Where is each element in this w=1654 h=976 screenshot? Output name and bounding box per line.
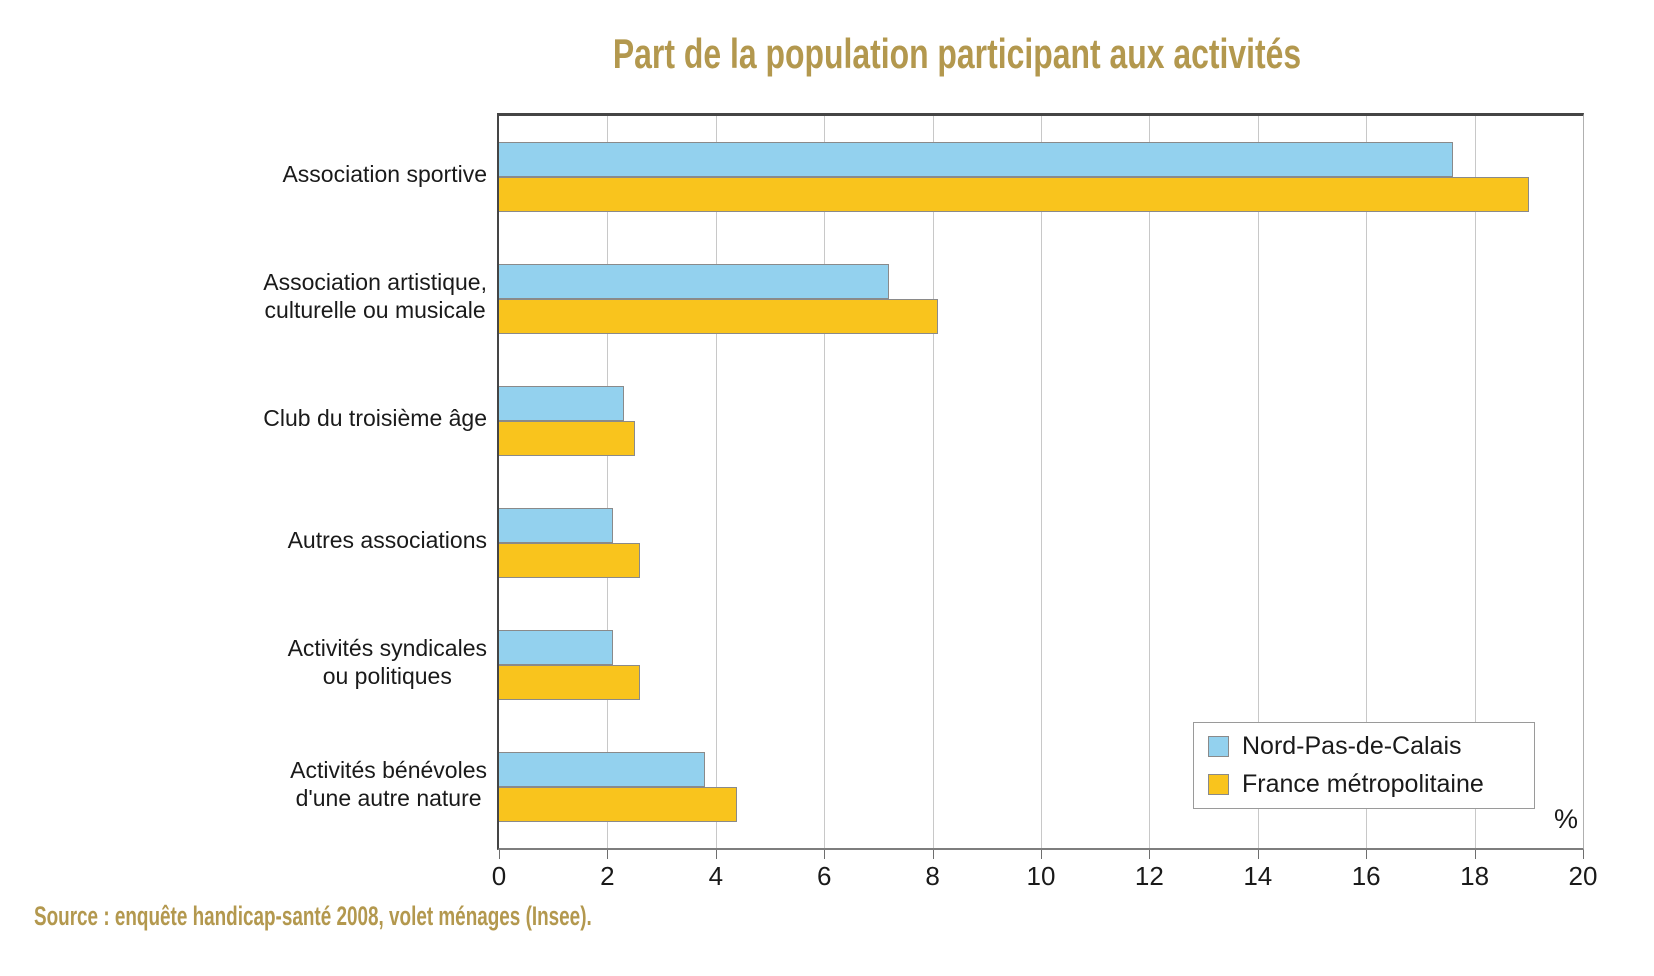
bar-france-m-tropolitaine — [499, 421, 635, 456]
x-tick-mark — [1041, 850, 1042, 859]
x-tick-mark — [1257, 850, 1259, 859]
x-tick-label: 18 — [1460, 861, 1490, 891]
gridline — [932, 116, 934, 848]
category-label: Club du troisième âge — [263, 405, 487, 431]
x-tick-label: 2 — [600, 861, 615, 891]
category-label: Association artistique, culturelle ou mu… — [263, 269, 487, 323]
bar-nord-pas-de-calais — [499, 264, 890, 299]
bar-nord-pas-de-calais — [499, 752, 705, 787]
legend-label: France métropolitaine — [1242, 770, 1484, 798]
gridline — [1149, 116, 1151, 848]
x-tick-label: 8 — [925, 861, 940, 891]
bar-nord-pas-de-calais — [499, 630, 613, 665]
legend-item: France métropolitaine — [1208, 770, 1534, 799]
gridline — [1474, 116, 1476, 848]
x-tick-label: 12 — [1134, 861, 1164, 891]
x-tick-mark — [1583, 850, 1584, 859]
x-tick-mark — [932, 850, 934, 859]
gridline — [715, 116, 717, 848]
bar-nord-pas-de-calais — [499, 508, 613, 543]
legend-swatch — [1208, 774, 1229, 795]
bar-nord-pas-de-calais — [499, 386, 624, 421]
chart-title: Part de la population participant aux ac… — [612, 30, 1302, 77]
x-tick-mark — [1474, 850, 1476, 859]
x-tick-mark — [1366, 850, 1368, 859]
bar-france-m-tropolitaine — [499, 543, 640, 578]
plot-area: 0 2 4 6 8 10 12 14 16 18 20 — [492, 113, 1597, 891]
x-tick-label: 0 — [491, 861, 507, 891]
gridline — [824, 116, 826, 848]
bar-nord-pas-de-calais — [499, 142, 1453, 177]
x-tick-label: 6 — [816, 861, 832, 891]
category-label: Activités syndicales ou politiques — [287, 635, 487, 689]
x-tick-label: 4 — [708, 861, 724, 891]
x-tick-label: 10 — [1026, 861, 1056, 891]
legend-item: Nord-Pas-de-Calais — [1208, 732, 1534, 761]
x-tick-label: 20 — [1568, 861, 1598, 891]
category-label: Autres associations — [287, 527, 487, 553]
x-tick-mark — [607, 850, 609, 859]
bar-france-m-tropolitaine — [499, 787, 738, 822]
gridline — [607, 116, 609, 848]
gridline — [1257, 116, 1259, 848]
x-tick-label: 16 — [1351, 861, 1381, 891]
legend: Nord-Pas-de-Calais France métropolitaine — [1193, 722, 1535, 809]
x-tick-mark — [715, 850, 717, 859]
gridline — [1366, 116, 1368, 848]
bar-france-m-tropolitaine — [499, 665, 640, 700]
x-tick-mark — [824, 850, 826, 859]
category-labels: Association sportive Association artistiq… — [0, 113, 487, 845]
x-tick-mark — [499, 850, 500, 859]
bar-france-m-tropolitaine — [499, 299, 939, 334]
legend-label: Nord-Pas-de-Calais — [1242, 732, 1462, 760]
category-label: Association sportive — [282, 161, 487, 187]
category-label: Activités bénévoles d'une autre nature — [290, 757, 487, 811]
x-tick-mark — [1149, 850, 1151, 859]
source-note: Source : enquête handicap-santé 2008, vo… — [34, 901, 592, 931]
gridline — [1041, 116, 1042, 848]
x-axis-unit-label: % — [1553, 804, 1578, 834]
bar-france-m-tropolitaine — [499, 177, 1529, 212]
legend-swatch — [1208, 736, 1229, 757]
x-tick-label: 14 — [1243, 861, 1273, 891]
